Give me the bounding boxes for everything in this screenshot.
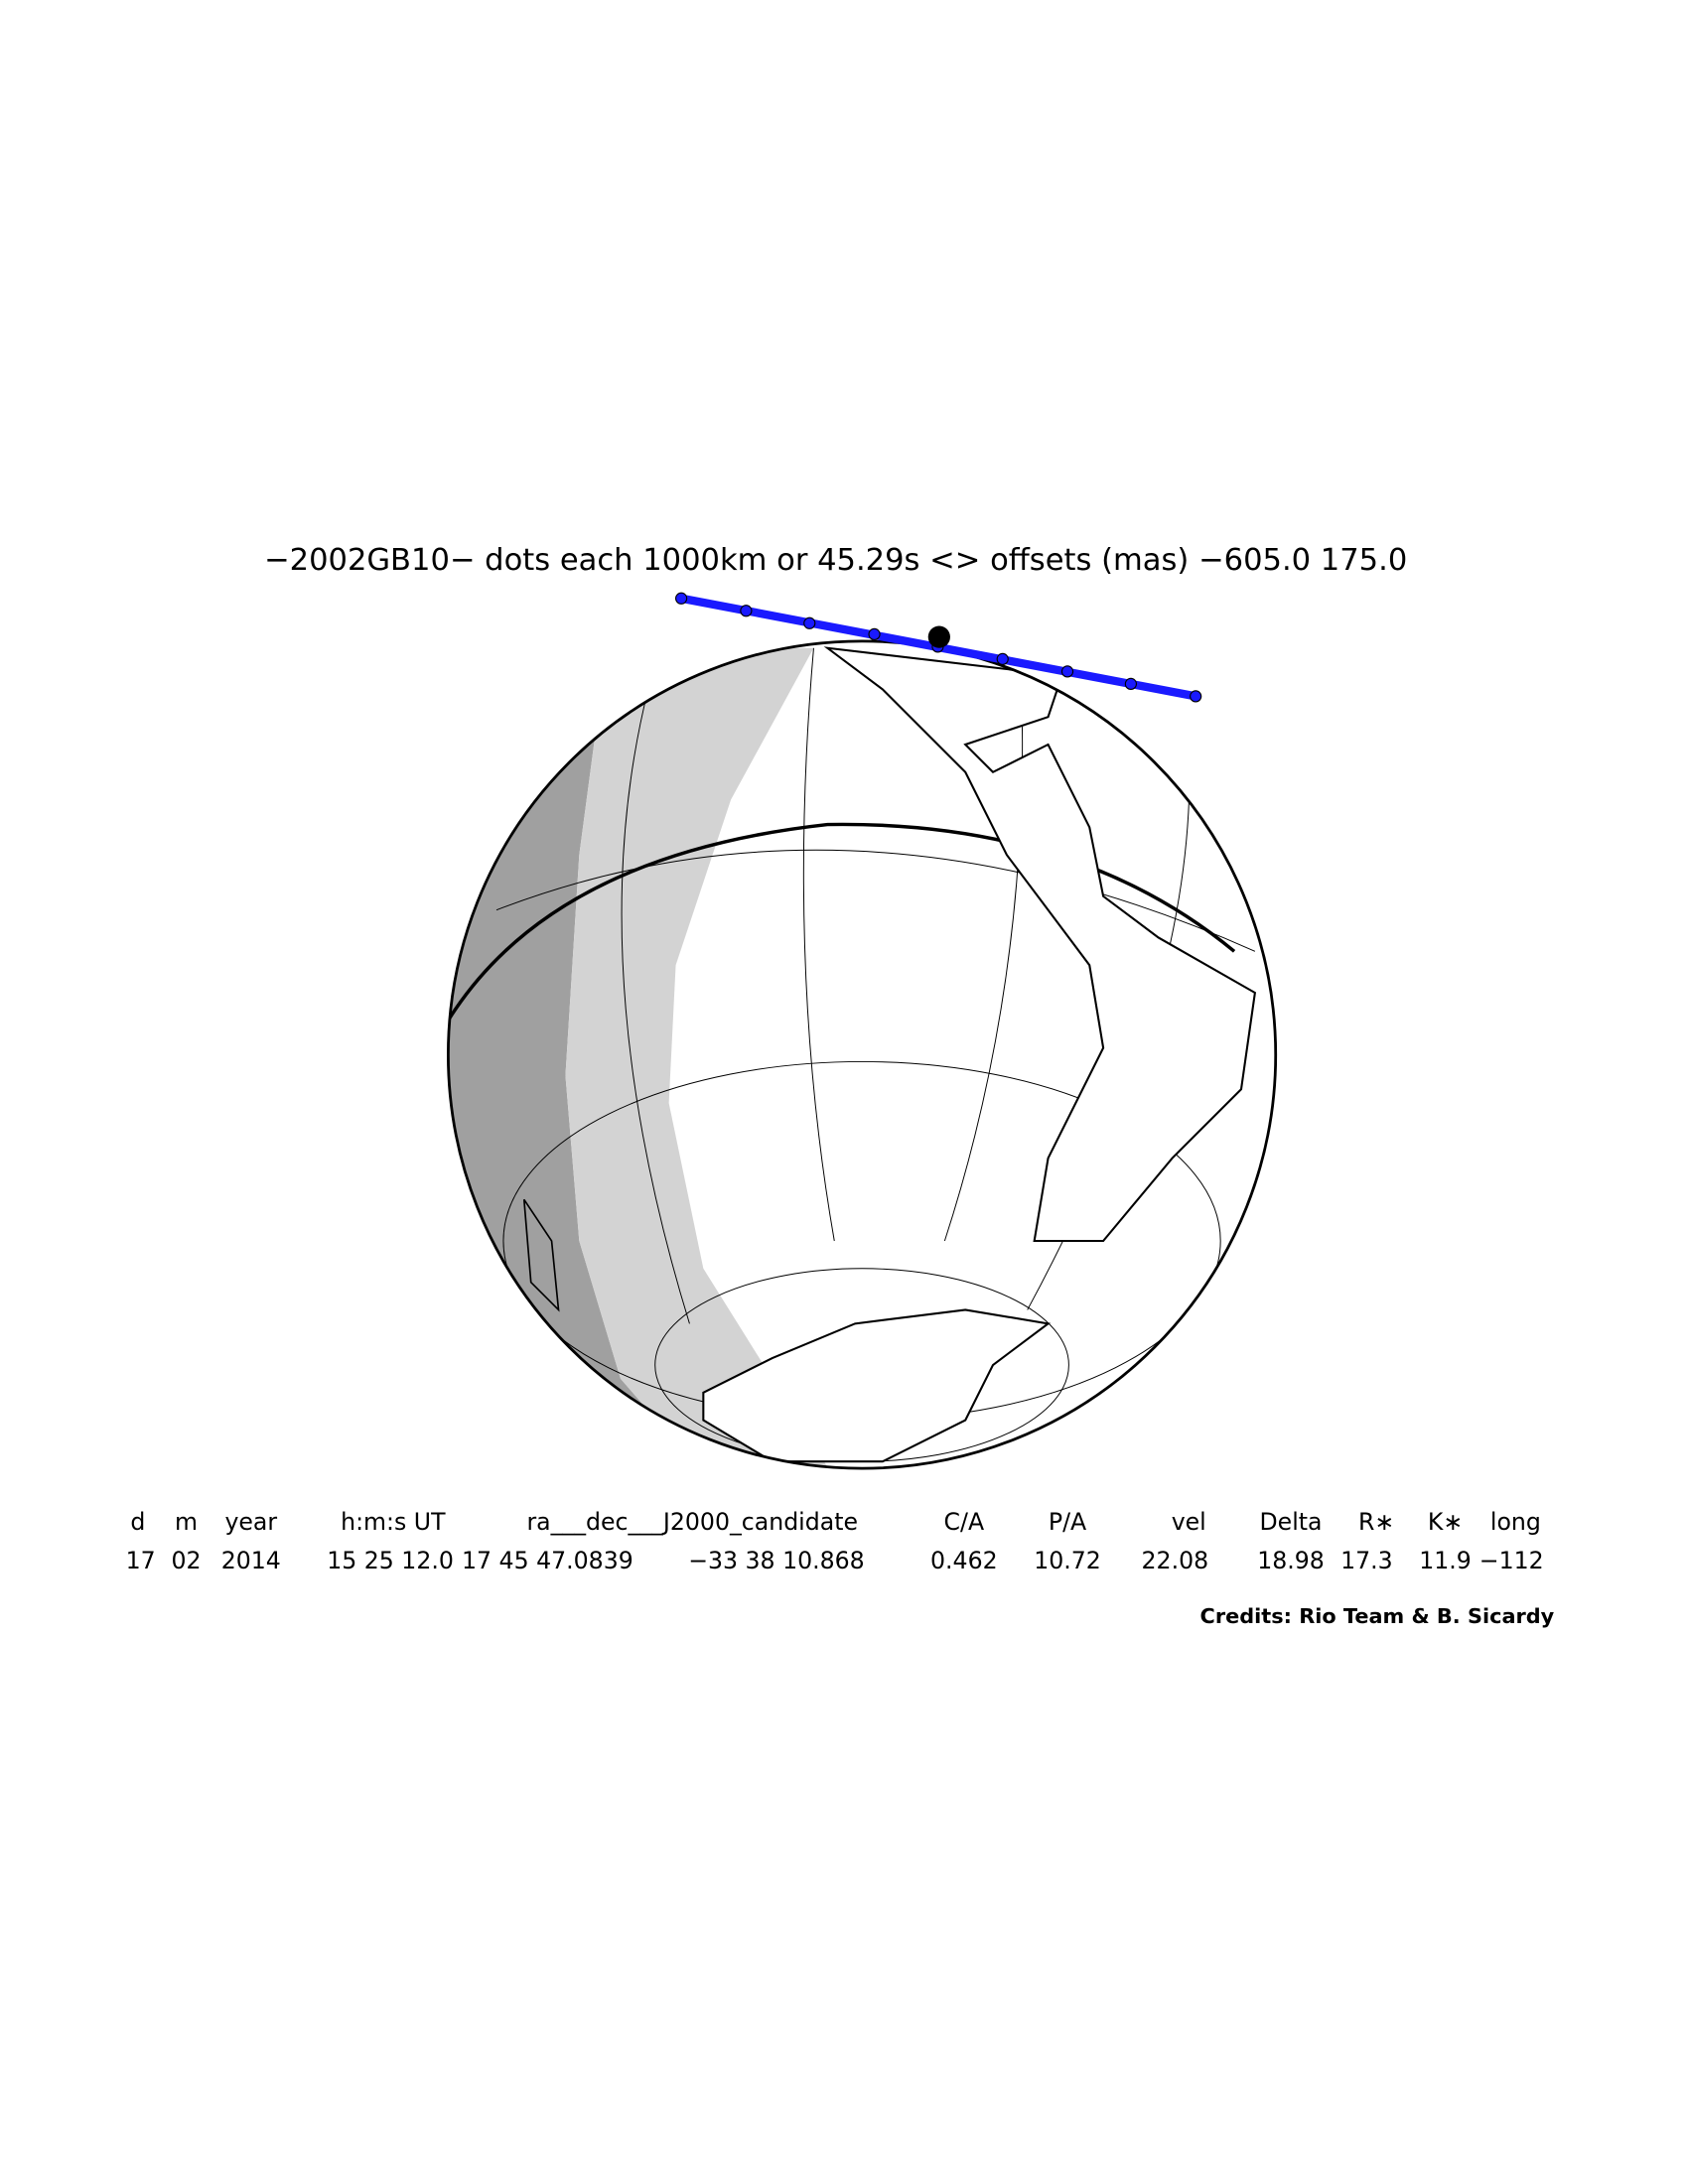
title: −2002GB10− dots each 1000km or 45.29s <>…	[264, 543, 1407, 578]
value-cell: −33 38 10.868	[688, 1547, 865, 1574]
header-cell: Delta	[1260, 1508, 1323, 1536]
header-cell: ra___dec___J2000_candidate	[526, 1508, 858, 1536]
value-cell: −112	[1479, 1547, 1544, 1574]
value-cell: 2014	[221, 1547, 281, 1574]
value-cell: 0.462	[930, 1547, 998, 1574]
globe	[447, 639, 1278, 1470]
header-cell: m	[175, 1508, 198, 1536]
header-cell: long	[1490, 1508, 1541, 1536]
value-cell: 18.98	[1257, 1547, 1325, 1574]
header-cell: vel	[1172, 1508, 1206, 1536]
header-cell: C/A	[944, 1508, 985, 1536]
header-cell: d	[130, 1508, 145, 1536]
header-cell: year	[224, 1508, 277, 1536]
credits: Credits: Rio Team & B. Sicardy	[1200, 1604, 1555, 1628]
event-table: d m year h:m:s UT ra___dec___J2000_candidate…	[126, 1508, 1544, 1574]
value-cell: 02	[171, 1547, 201, 1574]
header-cell: R∗	[1358, 1508, 1394, 1536]
value-cell: 22.08	[1142, 1547, 1209, 1574]
value-cell: 15 25 12.0	[327, 1547, 454, 1574]
value-cell: 11.9	[1419, 1547, 1472, 1574]
header-cell: h:m:s UT	[341, 1508, 446, 1536]
header-cell: K∗	[1428, 1508, 1463, 1536]
value-cell: 17 45 47.0839	[462, 1547, 633, 1574]
value-cell: 17	[126, 1547, 156, 1574]
value-cell: 10.72	[1034, 1547, 1101, 1574]
header-cell: P/A	[1049, 1508, 1086, 1536]
shadow-path	[675, 592, 1202, 703]
value-cell: 17.3	[1340, 1547, 1393, 1574]
